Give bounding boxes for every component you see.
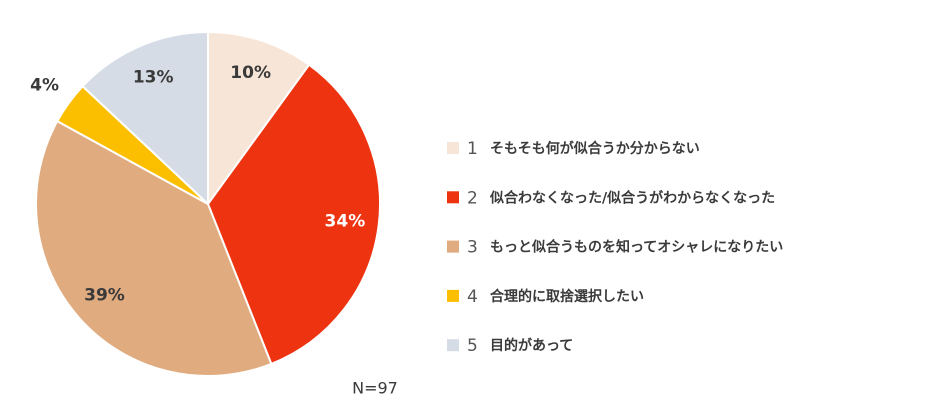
pie-slice <box>81 30 209 207</box>
legend-swatch <box>447 339 459 352</box>
slice-label: 4% <box>30 75 59 95</box>
legend-label: そもそも何が似合うか分からない <box>490 140 700 157</box>
legend-label: 目的があって <box>490 337 573 354</box>
legend-label: 似合わなくなった/似合うがわからなくなった <box>489 189 775 206</box>
legend-number: 3 <box>467 238 478 258</box>
legend-number: 1 <box>467 139 478 159</box>
slice-label: 39% <box>84 285 125 305</box>
legend-number: 5 <box>467 336 478 356</box>
pie-slice <box>207 30 311 208</box>
slice-label: 34% <box>325 211 366 231</box>
pie-slice <box>34 119 273 377</box>
legend-swatch <box>447 142 459 154</box>
pie-slice <box>206 63 381 366</box>
legend-label: 合理的に取捨選択したい <box>490 288 644 305</box>
sample-note: N=97 <box>352 379 398 398</box>
legend-swatch <box>447 289 459 302</box>
slice-label: 13% <box>133 67 174 87</box>
legend-number: 2 <box>467 188 478 208</box>
legend-label: もっと似合うものを知ってオシャレになりたい <box>490 239 783 256</box>
legend-swatch <box>447 191 459 204</box>
legend-number: 4 <box>467 287 478 307</box>
slice-label: 10% <box>230 63 271 83</box>
legend-swatch <box>447 240 459 253</box>
